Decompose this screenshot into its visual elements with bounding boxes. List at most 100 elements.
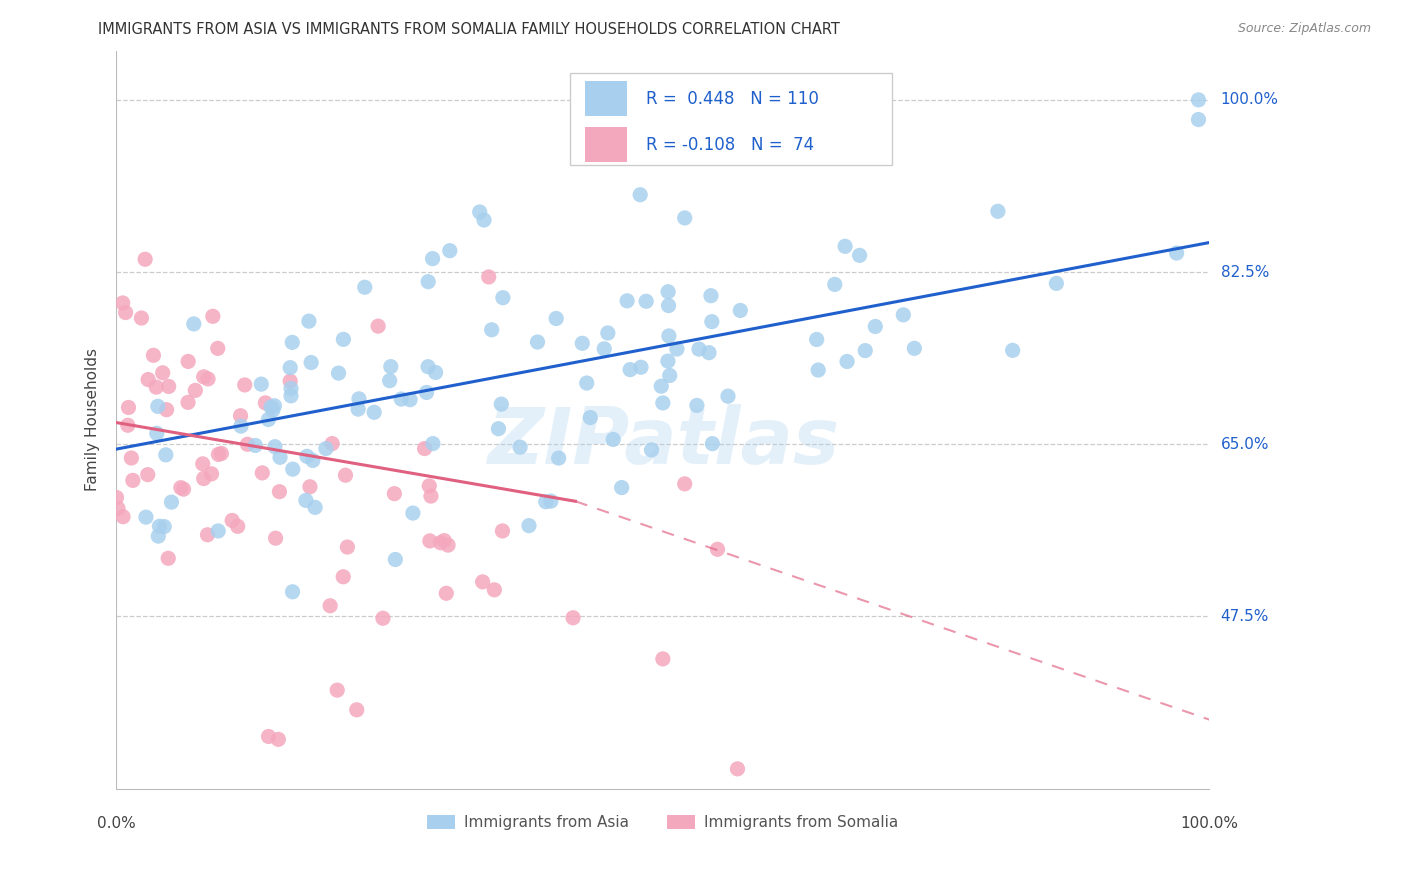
Point (347, 392, 370, 406)
Point (262, 403, 284, 417)
FancyBboxPatch shape (569, 73, 893, 165)
Point (686, 399, 709, 413)
Point (1001, 343, 1024, 358)
Point (157, 551, 180, 566)
Y-axis label: Family Households: Family Households (86, 348, 100, 491)
Point (257, 730, 280, 744)
Text: Source: ZipAtlas.com: Source: ZipAtlas.com (1237, 22, 1371, 36)
Text: 65.0%: 65.0% (1220, 437, 1270, 451)
Point (492, 291, 515, 305)
Point (304, 500, 326, 515)
Point (413, 442, 436, 456)
Point (148, 519, 170, 533)
Point (402, 506, 425, 520)
Point (853, 343, 876, 358)
Point (157, 379, 180, 393)
Point (131, 311, 153, 326)
Point (418, 479, 440, 493)
Point (207, 342, 229, 356)
Point (197, 528, 219, 542)
Point (657, 299, 679, 313)
Point (209, 446, 232, 460)
Point (148, 529, 170, 543)
Point (295, 450, 318, 464)
Point (658, 329, 681, 343)
Point (420, 489, 443, 503)
Point (418, 275, 440, 289)
Point (596, 326, 619, 340)
Legend: Immigrants from Asia, Immigrants from Somalia: Immigrants from Asia, Immigrants from So… (422, 808, 904, 836)
Point (422, 436, 444, 450)
Point (155, 402, 177, 417)
Point (278, 374, 301, 388)
Point (380, 359, 402, 374)
Point (640, 442, 662, 457)
Point (177, 354, 200, 368)
Point (299, 355, 322, 369)
Point (526, 334, 548, 349)
Point (207, 524, 229, 538)
Point (193, 369, 215, 384)
Point (250, 377, 273, 392)
Point (673, 211, 696, 225)
Point (120, 450, 142, 465)
Point (422, 252, 444, 266)
Point (207, 447, 229, 461)
Text: IMMIGRANTS FROM ASIA VS IMMIGRANTS FROM SOMALIA FAMILY HOUSEHOLDS CORRELATION CH: IMMIGRANTS FROM ASIA VS IMMIGRANTS FROM … (98, 22, 841, 37)
Point (332, 332, 354, 346)
Point (1187, 93, 1209, 107)
Point (700, 289, 723, 303)
Point (236, 437, 259, 451)
Point (226, 519, 249, 533)
Point (865, 319, 887, 334)
Point (484, 582, 506, 597)
Point (547, 451, 569, 466)
Point (298, 314, 321, 328)
Point (136, 467, 159, 482)
Point (437, 538, 460, 552)
Point (269, 484, 291, 499)
Point (593, 342, 616, 356)
Point (142, 348, 165, 362)
Point (835, 354, 858, 368)
Point (346, 703, 368, 717)
Point (136, 372, 159, 386)
Point (146, 426, 169, 441)
Point (221, 513, 243, 527)
Point (488, 422, 510, 436)
Point (321, 436, 343, 450)
Point (117, 418, 139, 433)
Point (419, 533, 441, 548)
Point (824, 277, 846, 292)
Point (201, 310, 224, 324)
Point (264, 440, 287, 454)
Point (657, 354, 679, 368)
Text: 100.0%: 100.0% (1181, 816, 1239, 831)
Point (263, 399, 285, 413)
Point (229, 419, 252, 434)
Point (155, 448, 177, 462)
Point (145, 380, 167, 394)
Point (468, 205, 491, 219)
Point (616, 293, 638, 308)
Point (367, 319, 389, 334)
Text: 100.0%: 100.0% (1220, 93, 1278, 107)
Point (806, 333, 828, 347)
Point (107, 501, 129, 516)
Point (658, 368, 681, 383)
Point (197, 372, 219, 386)
Point (562, 611, 585, 625)
Point (619, 362, 641, 376)
Point (651, 396, 673, 410)
Point (114, 305, 136, 319)
Point (280, 389, 302, 403)
Point (727, 762, 749, 776)
Point (378, 374, 401, 388)
Point (315, 442, 337, 456)
Point (651, 652, 673, 666)
Point (111, 296, 134, 310)
Point (472, 213, 495, 227)
Point (278, 360, 301, 375)
Point (183, 317, 205, 331)
Point (298, 480, 321, 494)
